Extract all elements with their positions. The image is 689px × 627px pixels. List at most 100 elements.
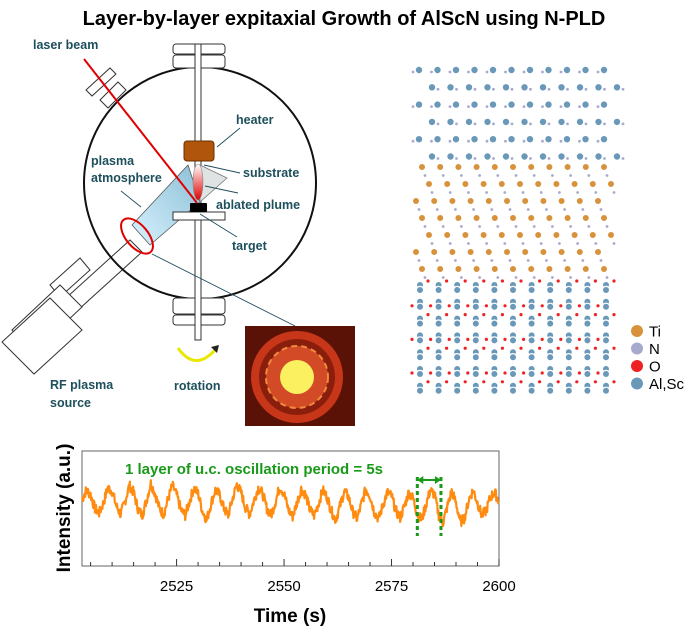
atom-n: [577, 138, 582, 144]
atom-ti: [417, 162, 427, 172]
atom-o: [555, 345, 561, 351]
atom-ti: [490, 213, 499, 223]
atom-alsc: [601, 319, 611, 328]
atom-n: [448, 241, 453, 246]
atom-ti: [430, 196, 439, 206]
atom-n: [604, 173, 610, 178]
atom-alsc: [564, 369, 574, 379]
atom-alsc: [446, 152, 455, 161]
atom-alsc: [490, 336, 499, 345]
atom-n: [472, 156, 478, 161]
atom-alsc: [446, 117, 455, 127]
atom-o: [462, 278, 468, 284]
atom-n: [602, 121, 607, 127]
atom-ti: [527, 213, 536, 223]
atom-alsc: [507, 100, 516, 109]
atom-o: [444, 312, 450, 318]
atom-o: [518, 379, 524, 385]
atom-o: [428, 336, 434, 342]
atom-alsc: [508, 302, 518, 311]
atom-o: [446, 336, 452, 342]
atom-alsc: [471, 285, 480, 295]
atom-n: [583, 87, 589, 92]
atom-alsc: [601, 285, 611, 295]
atom-alsc: [490, 353, 499, 362]
atom-n: [565, 121, 570, 127]
atom-n: [575, 241, 580, 246]
atom-n: [532, 173, 537, 178]
atom-o: [539, 370, 545, 376]
atom-ti: [581, 162, 591, 172]
atom-o: [595, 303, 601, 309]
atom-n: [466, 104, 471, 109]
atom-n: [429, 190, 435, 195]
atom-alsc: [599, 100, 609, 109]
atom-n: [593, 241, 598, 246]
atom-ti: [417, 264, 427, 274]
atom-n: [558, 69, 564, 75]
atom-o: [483, 303, 489, 309]
atom-n: [471, 207, 476, 212]
atom-o: [558, 370, 564, 376]
atom-n: [484, 241, 489, 246]
atom-ti: [430, 247, 439, 257]
atom-o: [502, 336, 508, 342]
y-axis-label: Intensity (a.u.): [54, 444, 75, 573]
atom-o: [425, 312, 431, 318]
atom-alsc: [575, 82, 585, 92]
atom-n: [429, 104, 434, 109]
atom-alsc: [564, 285, 574, 295]
atom-alsc: [599, 134, 609, 144]
atom-n: [557, 190, 562, 195]
atom-alsc: [546, 353, 555, 362]
atom-n: [558, 138, 564, 144]
atom-alsc: [594, 82, 603, 92]
atom-n: [441, 173, 446, 178]
atom-ti: [472, 162, 481, 172]
intensity-series-line: [80, 479, 500, 528]
atom-n: [503, 104, 508, 109]
atom-alsc: [415, 336, 425, 345]
atom-n: [620, 121, 626, 127]
atom-n: [595, 104, 601, 109]
atom-ti: [508, 162, 518, 172]
atom-alsc: [538, 152, 548, 161]
atom-alsc: [527, 319, 536, 328]
atom-alsc: [414, 100, 424, 109]
atom-n: [580, 207, 585, 212]
atom-o: [537, 312, 542, 318]
atom-n: [454, 156, 459, 161]
atom-o: [481, 379, 487, 385]
atom-o: [595, 370, 601, 376]
atom-alsc: [527, 302, 536, 311]
label-rf-source-line2: source: [50, 396, 91, 410]
atom-alsc: [546, 386, 555, 395]
atom-n: [604, 224, 610, 229]
atom-n: [484, 138, 490, 144]
atom-alsc: [544, 100, 553, 109]
atom-o: [539, 336, 545, 342]
atom-o: [518, 312, 524, 318]
atom-o: [574, 278, 580, 284]
atom-n: [435, 207, 440, 212]
atom-ti: [502, 247, 512, 257]
atom-ti: [599, 162, 609, 172]
atom-n: [466, 69, 471, 75]
atom-alsc: [525, 100, 535, 109]
atom-n: [577, 69, 582, 75]
atom-n: [422, 173, 428, 178]
atom-ti: [454, 162, 463, 172]
atom-ti: [454, 213, 463, 223]
atom-alsc: [508, 319, 518, 328]
atom-alsc: [546, 369, 555, 379]
atom-o: [499, 312, 505, 318]
atom-alsc: [464, 152, 474, 161]
atom-alsc: [433, 65, 442, 75]
atom-alsc: [601, 369, 611, 379]
atom-alsc: [557, 152, 566, 161]
atom-ti: [436, 162, 445, 172]
label-rf-source-line1: RF plasma: [50, 378, 114, 392]
atom-n: [472, 87, 478, 92]
atom-o: [428, 370, 434, 376]
atom-alsc: [508, 353, 518, 362]
